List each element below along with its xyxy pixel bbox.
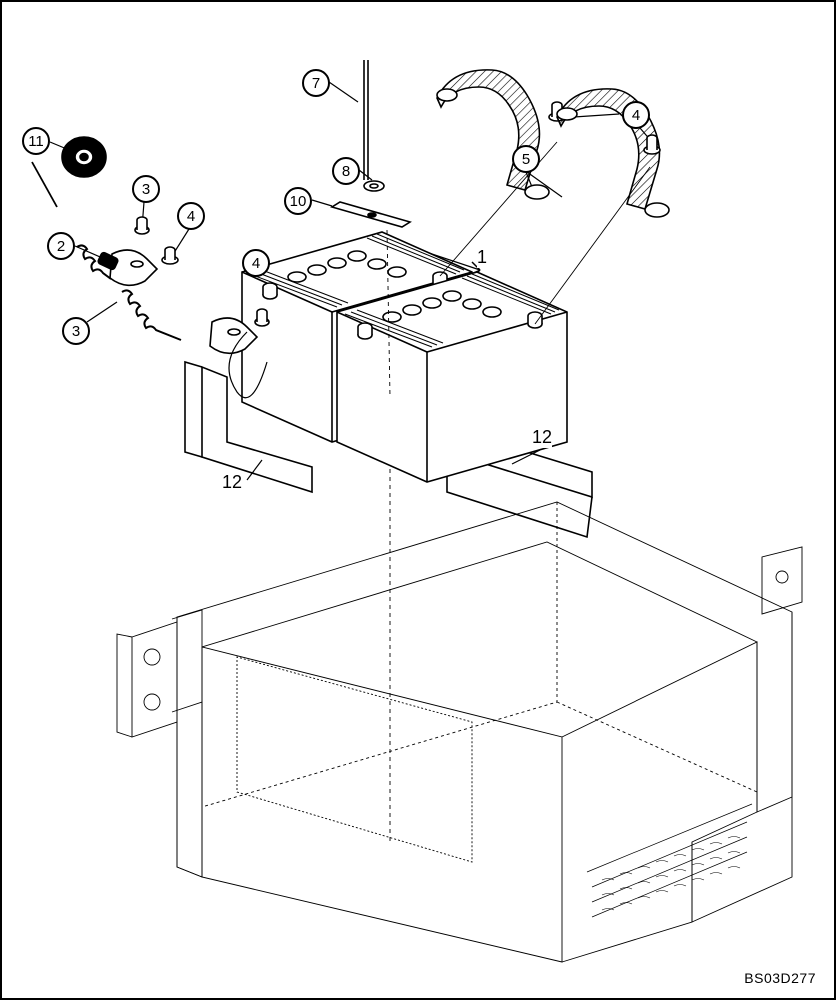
- callout-label: 8: [332, 157, 360, 185]
- callout-label: 4: [177, 202, 205, 230]
- callout-5: 5: [512, 145, 540, 173]
- callout-label: 5: [512, 145, 540, 173]
- callout-label: 7: [302, 69, 330, 97]
- cable-terminal: [77, 217, 269, 398]
- callout-3: 3: [132, 175, 160, 203]
- callout-4c: 4: [622, 101, 650, 129]
- diagram-svg: [2, 2, 836, 1002]
- callout-label: 3: [62, 317, 90, 345]
- strap-2: [557, 89, 669, 217]
- callout-4: 4: [177, 202, 205, 230]
- callout-7: 7: [302, 69, 330, 97]
- callout-2: 2: [47, 232, 75, 260]
- callout-label: 1: [477, 247, 487, 268]
- callout-label: 2: [47, 232, 75, 260]
- battery-2: [337, 272, 567, 482]
- callout-label: 10: [284, 187, 312, 215]
- callout-8: 8: [332, 157, 360, 185]
- callout-3b: 3: [62, 317, 90, 345]
- parts-diagram: 1 2 3 3 4 4 4 5 7 8 10 11 12 12 BS03D277: [2, 2, 834, 998]
- reference-code: BS03D277: [744, 970, 816, 986]
- hold-down-rod: [332, 60, 410, 227]
- battery-box-frame: [117, 397, 802, 962]
- callout-10: 10: [284, 187, 312, 215]
- callout-4b: 4: [242, 249, 270, 277]
- strap-1: [437, 70, 565, 199]
- callout-label: 12: [222, 472, 242, 493]
- callout-label: 11: [22, 127, 50, 155]
- callout-11: 11: [22, 127, 50, 155]
- callout-label: 12: [532, 427, 552, 448]
- callout-label: 4: [622, 101, 650, 129]
- grommet: [62, 137, 106, 177]
- callout-label: 4: [242, 249, 270, 277]
- callout-label: 3: [132, 175, 160, 203]
